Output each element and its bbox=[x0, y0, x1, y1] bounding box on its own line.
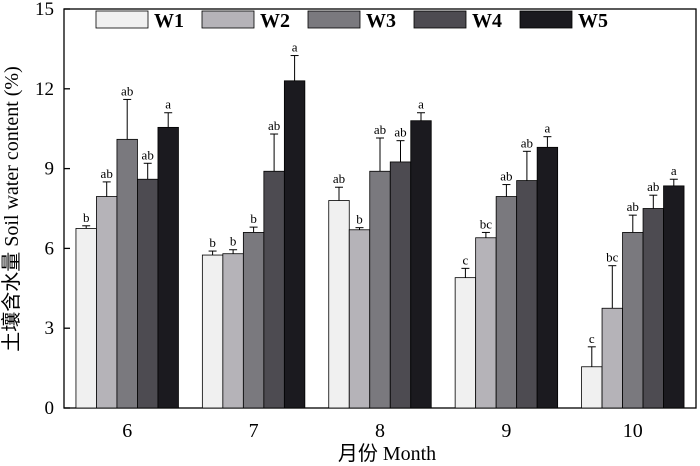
significance-label: ab bbox=[374, 122, 386, 137]
legend-swatch bbox=[519, 10, 573, 29]
y-tick-label: 3 bbox=[45, 318, 55, 339]
y-tick-label: 12 bbox=[35, 79, 54, 100]
significance-label: b bbox=[356, 212, 363, 227]
significance-label: b bbox=[83, 210, 90, 225]
y-tick-label: 9 bbox=[45, 159, 55, 180]
x-axis-title: 月份 Month bbox=[338, 442, 436, 465]
significance-label: c bbox=[463, 252, 469, 267]
chart-legend: W1 W2 W3 W4 W5 bbox=[95, 10, 608, 32]
bar bbox=[263, 170, 285, 409]
bar bbox=[475, 237, 497, 409]
bar bbox=[536, 146, 559, 409]
significance-label: ab bbox=[647, 179, 659, 194]
bar bbox=[581, 366, 603, 409]
significance-label: bc bbox=[480, 216, 493, 231]
bar bbox=[348, 229, 371, 409]
bar bbox=[75, 228, 97, 409]
legend-label: W3 bbox=[366, 10, 396, 32]
x-tick-label: 10 bbox=[623, 420, 643, 442]
legend-swatch bbox=[307, 10, 361, 29]
x-tick-label: 7 bbox=[249, 420, 259, 442]
significance-label: ab bbox=[500, 169, 512, 184]
significance-label: a bbox=[165, 97, 171, 112]
bar bbox=[642, 208, 664, 409]
bar bbox=[454, 277, 477, 409]
legend-label: W5 bbox=[578, 10, 608, 32]
significance-label: a bbox=[545, 121, 551, 136]
significance-label: ab bbox=[121, 83, 133, 98]
x-tick-label: 8 bbox=[375, 420, 385, 442]
legend-label: W1 bbox=[154, 10, 184, 32]
significance-label: c bbox=[589, 331, 595, 346]
bar bbox=[96, 196, 118, 409]
bar bbox=[201, 254, 224, 409]
significance-label: b bbox=[250, 211, 257, 226]
bar bbox=[389, 161, 412, 409]
bar bbox=[622, 232, 644, 409]
bar bbox=[137, 178, 159, 409]
significance-label: ab bbox=[333, 171, 345, 186]
y-axis-title: 土壤含水量 Soil water content (%) bbox=[0, 66, 23, 352]
significance-label: bc bbox=[606, 250, 619, 265]
significance-label: ab bbox=[268, 118, 280, 133]
significance-label: ab bbox=[521, 135, 533, 150]
legend-swatch bbox=[413, 10, 467, 29]
chart-bars bbox=[75, 55, 685, 409]
legend-swatch bbox=[201, 10, 255, 29]
bar bbox=[283, 80, 306, 409]
x-tick-label: 9 bbox=[501, 420, 511, 442]
significance-label: a bbox=[292, 40, 298, 55]
bar bbox=[242, 232, 265, 409]
y-tick-label: 0 bbox=[45, 398, 55, 419]
significance-label: ab bbox=[101, 166, 113, 181]
bar bbox=[410, 120, 432, 409]
bar bbox=[601, 307, 623, 409]
legend-swatch bbox=[95, 10, 149, 29]
significance-label: a bbox=[671, 163, 677, 178]
significance-label: b bbox=[230, 234, 237, 249]
bar bbox=[663, 185, 685, 409]
bar bbox=[495, 196, 518, 409]
bar bbox=[516, 180, 538, 409]
y-tick-label: 6 bbox=[45, 238, 55, 259]
legend-label: W2 bbox=[260, 10, 290, 32]
bar bbox=[328, 200, 350, 409]
legend-label: W4 bbox=[472, 10, 502, 32]
significance-label: b bbox=[209, 235, 216, 250]
significance-label: ab bbox=[394, 125, 406, 140]
bar bbox=[157, 126, 179, 409]
y-tick-label: 15 bbox=[35, 0, 54, 20]
bar bbox=[116, 138, 138, 409]
bar bbox=[222, 253, 244, 409]
significance-label: ab bbox=[142, 147, 154, 162]
x-tick-label: 6 bbox=[122, 420, 132, 442]
bar bbox=[369, 170, 391, 409]
significance-label: ab bbox=[627, 199, 639, 214]
significance-label: a bbox=[418, 97, 424, 112]
